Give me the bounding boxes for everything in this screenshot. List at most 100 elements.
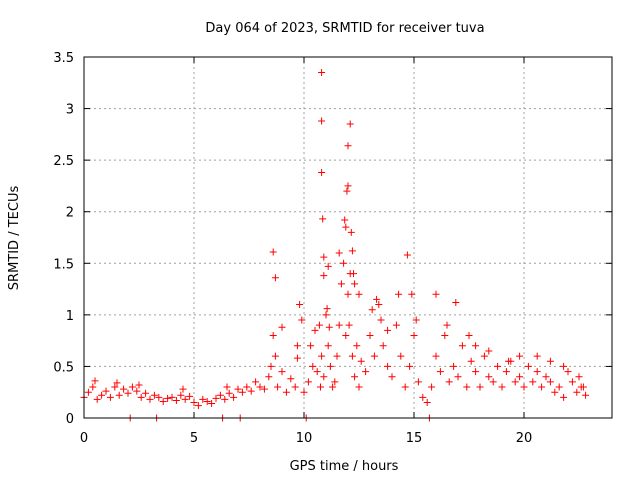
data-point xyxy=(344,182,352,190)
data-point xyxy=(533,368,541,376)
data-point xyxy=(505,357,513,365)
data-point xyxy=(194,402,202,410)
y-tick-label: 1.5 xyxy=(53,257,74,272)
data-point xyxy=(546,357,554,365)
data-point xyxy=(113,379,121,387)
data-point xyxy=(568,378,576,386)
data-point xyxy=(159,397,167,405)
data-point xyxy=(412,316,420,324)
x-tick-label: 0 xyxy=(80,431,88,446)
data-point xyxy=(293,342,301,350)
data-point xyxy=(355,290,363,298)
y-tick-label: 0 xyxy=(66,412,74,427)
data-point xyxy=(298,316,306,324)
data-point xyxy=(347,228,355,236)
data-point xyxy=(252,378,260,386)
data-point xyxy=(467,357,475,365)
data-point xyxy=(304,378,312,386)
data-point xyxy=(319,215,327,223)
data-point xyxy=(274,383,282,391)
y-axis-label: SRMTID / TECUs xyxy=(7,186,22,291)
data-point xyxy=(291,383,299,391)
data-point xyxy=(93,395,101,403)
data-point xyxy=(208,400,216,408)
data-point xyxy=(555,383,563,391)
data-point xyxy=(320,373,328,381)
data-point xyxy=(168,393,176,401)
data-point xyxy=(120,385,128,393)
data-points xyxy=(80,68,590,422)
data-point xyxy=(135,381,143,389)
data-point xyxy=(271,352,279,360)
data-point xyxy=(560,393,568,401)
data-point xyxy=(350,270,357,278)
data-point xyxy=(177,391,185,399)
data-point xyxy=(179,385,187,393)
data-point xyxy=(343,187,351,195)
data-point xyxy=(243,383,251,391)
data-point xyxy=(498,383,506,391)
data-point xyxy=(516,352,524,360)
data-point xyxy=(340,259,348,267)
data-point xyxy=(368,306,376,314)
data-point xyxy=(428,383,436,391)
data-point xyxy=(345,321,353,329)
data-point xyxy=(419,393,427,401)
data-point xyxy=(102,387,110,395)
data-point xyxy=(296,301,304,309)
data-point xyxy=(278,368,286,376)
data-point xyxy=(375,301,383,309)
data-point xyxy=(146,395,154,403)
data-point xyxy=(230,393,238,401)
data-point xyxy=(384,326,392,334)
data-point xyxy=(410,331,418,339)
data-point xyxy=(172,396,180,404)
data-point xyxy=(476,383,484,391)
data-point xyxy=(511,378,519,386)
data-point xyxy=(423,399,431,407)
data-point xyxy=(436,368,444,376)
data-point xyxy=(84,388,92,396)
data-point xyxy=(392,321,400,329)
data-point xyxy=(373,295,381,303)
data-point xyxy=(403,251,411,259)
data-point xyxy=(307,342,315,350)
data-point xyxy=(331,378,339,386)
data-point xyxy=(538,383,546,391)
data-point xyxy=(370,352,378,360)
data-point xyxy=(384,362,392,370)
data-point xyxy=(551,388,559,396)
data-point xyxy=(324,262,332,270)
data-point xyxy=(106,393,114,401)
y-axis-ticks: 0 0.5 1 1.5 2 2.5 3 3.5 xyxy=(53,51,612,427)
data-point xyxy=(269,331,277,339)
x-axis-ticks: 0 5 10 15 20 xyxy=(80,57,532,446)
data-point xyxy=(282,388,290,396)
data-point xyxy=(524,362,532,370)
data-point xyxy=(322,311,330,319)
data-point xyxy=(582,391,590,399)
y-tick-label: 3.5 xyxy=(53,51,74,66)
data-point xyxy=(357,357,365,365)
data-point xyxy=(318,117,326,125)
data-point xyxy=(221,395,229,403)
data-point xyxy=(344,142,352,150)
x-tick-label: 10 xyxy=(296,431,313,446)
data-point xyxy=(450,362,458,370)
data-point xyxy=(472,368,480,376)
data-point xyxy=(325,323,333,331)
data-point xyxy=(516,373,524,381)
data-point xyxy=(186,392,194,400)
y-tick-label: 0.5 xyxy=(53,360,74,375)
data-point xyxy=(203,397,211,405)
data-point xyxy=(408,290,416,298)
data-point xyxy=(573,388,581,396)
data-point xyxy=(155,393,163,401)
data-point xyxy=(164,394,172,402)
data-point xyxy=(317,383,324,391)
data-point xyxy=(388,373,396,381)
data-point xyxy=(480,352,488,360)
data-point xyxy=(485,373,493,381)
data-point xyxy=(353,342,361,350)
